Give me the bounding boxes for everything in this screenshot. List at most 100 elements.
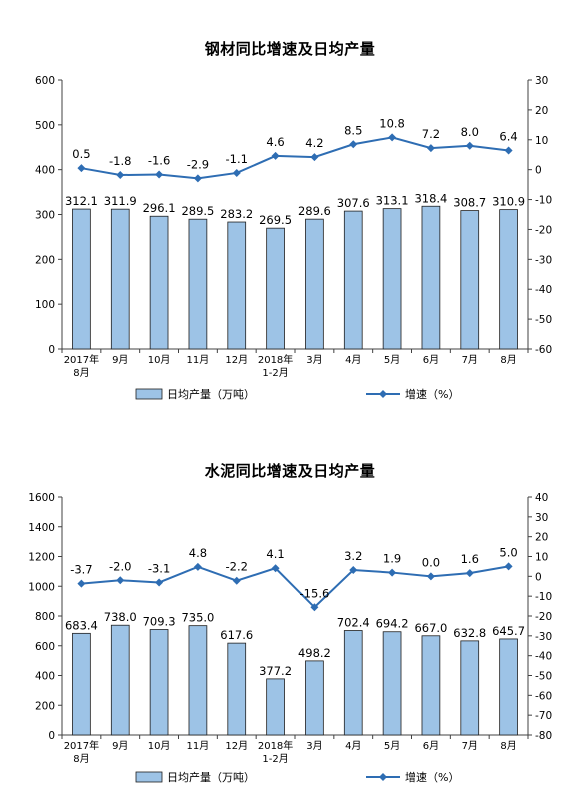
cement-right-tick-label: -30 <box>535 631 552 643</box>
cement-right-tick-label: -70 <box>535 710 552 722</box>
steel-growth-line <box>81 136 509 180</box>
cement-growth-point <box>426 572 435 581</box>
cement-growth-value-label: 1.9 <box>383 552 401 566</box>
cement-bar-value-label: 498.2 <box>298 646 331 660</box>
cement-bar <box>499 638 518 736</box>
steel-left-tick-label: 500 <box>35 120 55 132</box>
cement-growth-point <box>310 603 319 612</box>
steel-growth-value-label: -1.6 <box>148 153 170 167</box>
cement-bar <box>110 624 130 736</box>
cement-left-tick-label: 1400 <box>28 522 55 534</box>
steel-category-label: 12月 <box>225 354 248 366</box>
cement-category-label: 6月 <box>423 740 439 752</box>
cement-growth-value-label: -3.7 <box>70 563 92 577</box>
cement-bar <box>343 630 363 736</box>
steel-bar <box>227 221 247 350</box>
cement-bar-value-label: 617.6 <box>220 628 253 642</box>
steel-growth-point <box>193 174 202 183</box>
cement-bar <box>72 632 91 736</box>
cement-growth-line <box>81 565 509 609</box>
steel-growth-point <box>465 141 474 150</box>
cement-growth-value-label: 5.0 <box>499 545 517 559</box>
cement-growth-value-label: 1.6 <box>461 552 479 566</box>
steel-growth-point <box>232 168 241 177</box>
steel-legend-bar-swatch <box>135 388 163 400</box>
steel-chart-title: 钢材同比增速及日均产量 <box>204 40 376 58</box>
steel-category-label: 6月 <box>423 354 439 366</box>
steel-left-tick-label: 200 <box>35 254 55 266</box>
steel-bar-value-label: 310.9 <box>492 195 525 209</box>
cement-right-tick-label: -10 <box>535 591 552 603</box>
cement-right-tick-label: -20 <box>535 611 552 623</box>
cement-growth-point <box>77 579 86 588</box>
cement-left-tick-label: 600 <box>35 641 55 653</box>
cement-growth-value-label: -2.0 <box>109 559 131 573</box>
cement-bar <box>421 635 441 736</box>
cement-bar <box>382 631 402 736</box>
cement-category-label: 4月 <box>345 740 361 752</box>
steel-right-tick-label: -10 <box>535 195 552 207</box>
cement-legend-line-label: 增速（%） <box>405 770 459 784</box>
cement-category-label: 2017年 8月 <box>64 739 99 765</box>
cement-bar-value-label: 645.7 <box>492 624 525 638</box>
steel-growth-point <box>77 164 86 173</box>
cement-chart-plot: 02004006008001000120014001600-80-70-60-5… <box>28 492 552 784</box>
steel-chart-plot: 0 100 200 300 400 500 600 -60 -50 -40 -30 -20 -10 0 10… <box>35 75 552 401</box>
steel-growth-value-label: 0.5 <box>72 147 90 161</box>
cement-bar-value-label: 709.3 <box>143 614 176 628</box>
cement-growth-point <box>232 576 241 585</box>
steel-category-label: 9月 <box>112 354 128 366</box>
steel-growth-value-label: 6.4 <box>499 130 517 144</box>
steel-left-tick-label: 0 <box>48 344 55 356</box>
steel-right-tick-label: 10 <box>535 135 548 147</box>
steel-bar-value-label: 312.1 <box>65 194 98 208</box>
cement-growth-value-label: -15.6 <box>300 586 330 600</box>
cement-legend-bar-label: 日均产量（万吨） <box>167 770 255 784</box>
cement-category-label: 7月 <box>462 740 478 752</box>
cement-bar <box>149 629 169 736</box>
steel-category-label: 11月 <box>187 354 210 366</box>
steel-legend-line-marker <box>379 390 387 398</box>
cement-legend-bar-swatch <box>135 771 163 783</box>
steel-legend-bar-label: 日均产量（万吨） <box>167 387 255 401</box>
steel-bar-value-label: 289.5 <box>181 204 214 218</box>
steel-category-label: 10月 <box>148 354 171 366</box>
steel-chart-panel: 钢材同比增速及日均产量 0 100 200 300 400 500 600 -60 -50 -40… <box>35 40 552 401</box>
steel-growth-value-label: -2.9 <box>187 157 209 171</box>
cement-growth-value-label: 3.2 <box>344 549 362 563</box>
steel-left-tick-label: 100 <box>35 299 55 311</box>
steel-growth-point <box>426 144 435 153</box>
steel-category-label: 4月 <box>345 354 361 366</box>
cement-category-label: 12月 <box>225 740 248 752</box>
steel-growth-point <box>504 146 513 155</box>
steel-bar-value-label: 311.9 <box>104 194 137 208</box>
steel-bar-value-label: 307.6 <box>337 196 370 210</box>
cement-growth-point <box>155 578 164 587</box>
steel-bar-value-label: 313.1 <box>376 194 409 208</box>
cement-bar <box>227 642 247 736</box>
steel-bar-value-label: 318.4 <box>414 191 447 205</box>
cement-growth-value-label: -2.2 <box>226 560 248 574</box>
steel-growth-value-label: 8.5 <box>344 123 362 137</box>
cement-bar-value-label: 683.4 <box>65 618 98 632</box>
cement-category-label: 10月 <box>148 740 171 752</box>
steel-bar <box>343 210 363 350</box>
steel-growth-value-label: 7.2 <box>422 127 440 141</box>
cement-left-tick-label: 200 <box>35 700 55 712</box>
cement-growth-point <box>193 562 202 571</box>
cement-right-tick-label: 30 <box>535 512 548 524</box>
cement-right-tick-label: 20 <box>535 532 548 544</box>
cement-bar-value-label: 694.2 <box>376 617 409 631</box>
steel-growth-value-label: 4.2 <box>305 136 323 150</box>
steel-bar-value-label: 289.6 <box>298 204 331 218</box>
steel-bar-value-label: 308.7 <box>453 196 486 210</box>
cement-category-label: 9月 <box>112 740 128 752</box>
steel-bar <box>149 215 169 350</box>
steel-growth-value-label: 10.8 <box>379 116 405 130</box>
cement-bar-value-label: 735.0 <box>181 611 214 625</box>
cement-growth-value-label: 4.1 <box>266 547 284 561</box>
steel-bar <box>266 227 285 350</box>
steel-bar <box>460 210 480 350</box>
cement-bar-value-label: 738.0 <box>104 610 137 624</box>
cement-growth-value-label: 4.8 <box>189 546 207 560</box>
